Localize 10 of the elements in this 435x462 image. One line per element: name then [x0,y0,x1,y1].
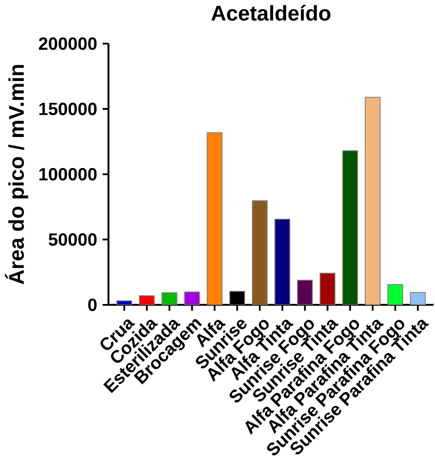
bar [342,150,358,305]
bar [252,200,268,305]
y-tick-label: 0 [88,298,97,312]
y-tick-label: 150000 [40,102,97,116]
chart-title: Acetaldeído [212,4,331,21]
y-tick-label: 200000 [39,37,97,50]
y-tick-label: 50000 [48,233,97,246]
bar [162,292,178,305]
y-axis-title: Área do pico / mV.min [5,64,28,284]
y-tick-label: 100000 [40,168,97,180]
